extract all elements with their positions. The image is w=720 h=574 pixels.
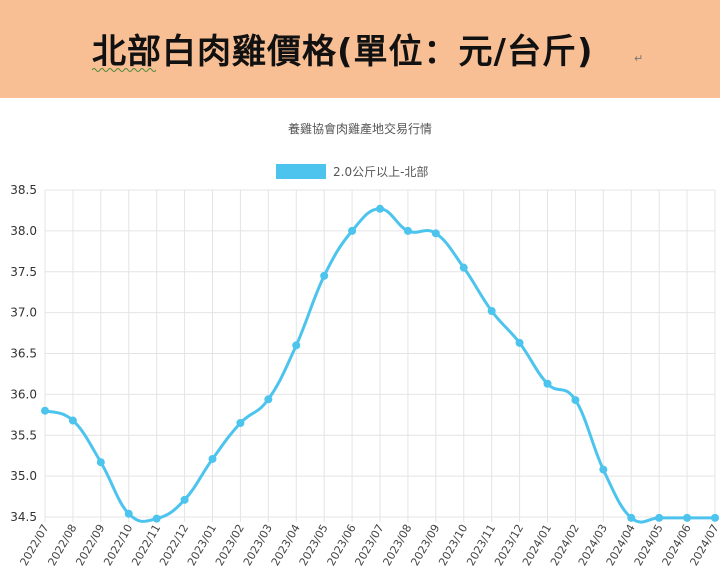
y-tick-label: 37.0: [10, 306, 37, 320]
data-point: [68, 416, 77, 425]
paragraph-mark-icon: ↵: [634, 52, 644, 65]
y-tick-label: 36.5: [10, 347, 37, 361]
y-tick-label: 38.5: [10, 183, 37, 197]
data-point: [571, 396, 580, 405]
y-tick-label: 35.0: [10, 469, 37, 483]
legend-swatch: [276, 164, 326, 179]
y-tick-label: 34.5: [10, 510, 37, 524]
data-point: [180, 495, 189, 504]
x-axis-ticks: 2022/072022/082022/092022/102022/112022/…: [17, 522, 720, 568]
line-chart: 養雞協會肉雞產地交易行情 2.0公斤以上-北部 38.5 38.0 37.5 37.0…: [10, 121, 720, 568]
title-banner: 北部白肉雞價格(單位：元/台斤) ↵: [0, 0, 720, 98]
data-point: [599, 465, 608, 474]
data-point: [264, 395, 273, 404]
data-point: [655, 513, 664, 522]
data-point: [320, 271, 329, 280]
data-point: [292, 341, 301, 350]
data-point: [124, 509, 133, 518]
y-tick-label: 38.0: [10, 224, 37, 238]
chart-title: 養雞協會肉雞產地交易行情: [288, 121, 432, 136]
data-point: [208, 454, 217, 463]
y-tick-label: 35.5: [10, 428, 37, 442]
data-point: [431, 229, 440, 238]
data-point: [487, 306, 496, 315]
data-point: [152, 514, 161, 523]
data-point: [711, 513, 719, 522]
y-tick-label: 37.5: [10, 265, 37, 279]
legend: 2.0公斤以上-北部: [276, 164, 428, 179]
y-tick-label: 36.0: [10, 387, 37, 401]
grid: [44, 189, 716, 522]
data-points: [41, 204, 719, 523]
data-point: [376, 204, 384, 213]
data-point: [543, 379, 552, 388]
data-point: [403, 226, 412, 235]
data-point: [348, 226, 357, 235]
data-point: [236, 418, 245, 427]
data-point: [683, 513, 692, 522]
y-axis-ticks: 38.5 38.0 37.5 37.0 36.5 36.0 35.5 35.0 34.5: [10, 183, 37, 524]
data-point: [41, 406, 49, 415]
data-point: [459, 263, 468, 272]
spellcheck-squiggle: [92, 68, 156, 72]
data-point: [515, 338, 524, 347]
data-point: [627, 513, 636, 522]
legend-label: 2.0公斤以上-北部: [333, 164, 428, 179]
page-title: 北部白肉雞價格(單位：元/台斤): [92, 32, 594, 72]
data-point: [96, 458, 105, 467]
